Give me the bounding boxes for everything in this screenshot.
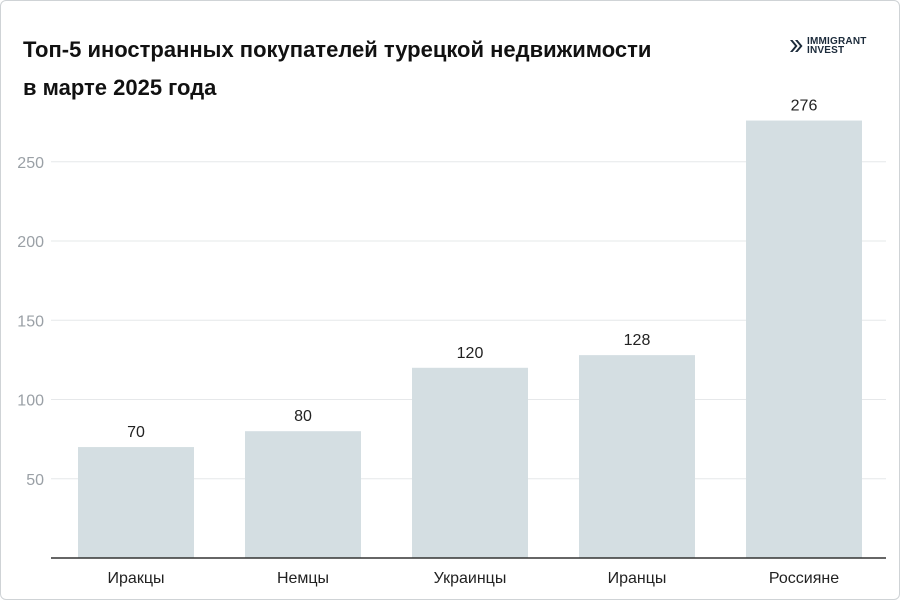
y-tick-label: 200 [17,234,44,251]
bar [412,367,528,558]
bar [78,447,194,558]
chart-title: Топ‑5 иностранных покупателей турецкой н… [23,37,652,100]
y-axis-ticks: 50 100 150 200 250 [17,155,44,489]
x-category-label: Иранцы [608,570,667,587]
bar-value-label: 80 [294,408,312,425]
x-category-label: Иракцы [108,570,165,587]
value-labels: 70 80 120 128 276 [127,98,817,442]
company-logo: IMMIGRANT INVEST [789,36,867,56]
bar [746,120,862,558]
bar-value-label: 70 [127,424,145,441]
y-tick-label: 100 [17,393,44,410]
bar-value-label: 276 [791,98,818,115]
x-category-label: Украинцы [434,570,507,587]
x-axis-labels: Иракцы Немцы Украинцы Иранцы Россияне [108,570,840,587]
logo-text: IMMIGRANT INVEST [807,36,867,56]
x-category-label: Россияне [769,570,839,587]
bar-value-label: 120 [457,345,484,362]
y-tick-label: 50 [26,472,44,489]
bar-value-label: 128 [624,332,651,349]
y-tick-label: 250 [17,155,44,172]
x-category-label: Немцы [277,570,329,587]
y-tick-label: 150 [17,313,44,330]
bar [245,431,361,558]
logo-line-1: IMMIGRANT [807,36,867,47]
double-chevron-right-icon [790,40,803,52]
logo-line-2: INVEST [807,45,845,56]
bar [579,355,695,558]
bars [78,120,862,558]
